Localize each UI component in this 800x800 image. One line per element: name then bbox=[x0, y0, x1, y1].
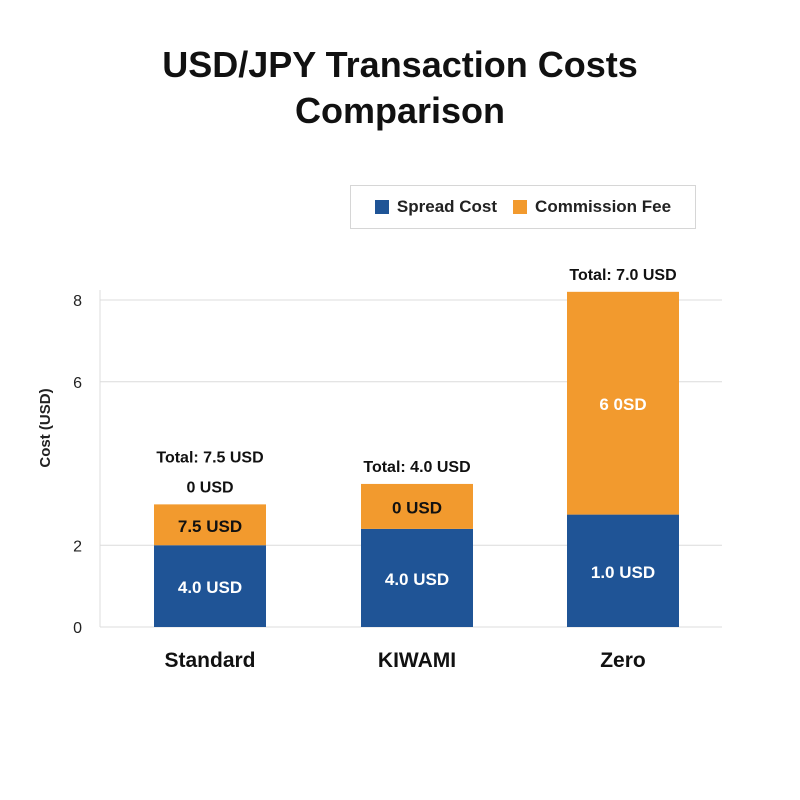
chart-title-line-2: Comparison bbox=[294, 90, 506, 131]
y-axis-title: Cost (USD) bbox=[37, 388, 54, 467]
bar-value-label: 1.0 USD bbox=[591, 563, 655, 582]
bar-value-label: 6 0SD bbox=[599, 395, 646, 414]
chart-title-line-1: USD/JPY Transaction Costs bbox=[162, 44, 638, 85]
bar-segment-spread bbox=[154, 545, 266, 627]
bar-value-label: 4.0 USD bbox=[178, 578, 242, 597]
bar-segment-spread bbox=[361, 528, 473, 627]
legend-label-spread-cost: Spread Cost bbox=[396, 197, 498, 216]
bar-value-label: 0 USD bbox=[392, 498, 442, 517]
bar-segment-commission bbox=[361, 483, 473, 529]
bar-total-label: 0 USD bbox=[186, 479, 233, 496]
bar-segment-commission bbox=[154, 504, 266, 546]
bar-total-label: Total: 7.5 USD bbox=[156, 449, 263, 466]
chart-title: USD/JPY Transaction Costs Comparison bbox=[0, 42, 800, 134]
legend-label-commission-fee: Commission Fee bbox=[535, 197, 672, 216]
bar-total-label: Total: 7.0 USD bbox=[569, 267, 676, 284]
legend-swatch-spread-cost bbox=[374, 200, 389, 214]
y-tick-label: 6 bbox=[73, 375, 82, 392]
data-labels: 4.0 USD 7.5 USD 0 USD Total: 7.5 USD 4.0 USD… bbox=[156, 267, 676, 597]
legend-item-spread-cost: Spread Cost bbox=[374, 197, 498, 217]
y-tick-label: 0 bbox=[73, 620, 82, 637]
y-tick-label: 8 bbox=[73, 293, 82, 310]
legend-swatch-commission-fee bbox=[513, 200, 528, 214]
x-tick-label: KIWAMI bbox=[378, 649, 456, 672]
y-axis-ticks: 0 2 6 8 bbox=[73, 293, 82, 637]
x-tick-label: Zero bbox=[600, 649, 646, 672]
y-tick-label: 2 bbox=[73, 538, 82, 555]
chart-legend: Spread Cost Commission Fee bbox=[350, 185, 696, 229]
bar-segment-spread bbox=[567, 514, 679, 627]
legend-item-commission-fee: Commission Fee bbox=[513, 197, 671, 217]
bars bbox=[154, 291, 679, 627]
bar-value-label: 4.0 USD bbox=[385, 570, 449, 589]
x-tick-label: Standard bbox=[164, 649, 255, 672]
bar-value-label: 7.5 USD bbox=[178, 517, 242, 536]
bar-segment-commission bbox=[567, 291, 679, 515]
bar-total-label: Total: 4.0 USD bbox=[363, 459, 470, 476]
x-axis-ticks: Standard KIWAMI Zero bbox=[164, 649, 645, 672]
